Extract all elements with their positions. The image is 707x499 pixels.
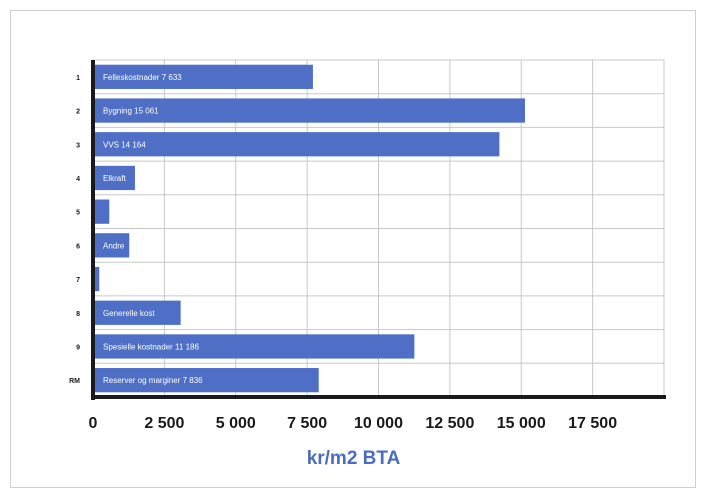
- bar-label-1: Felleskostnader 7 633: [103, 73, 182, 82]
- y-category-2: 2: [76, 109, 80, 116]
- x-tick-labels: 0 2 500 5 000 7 500 10 000 12 500 15 000 17 500: [89, 415, 618, 432]
- bar-RM: [95, 368, 319, 393]
- x-tick-label-3: 7 500: [287, 415, 327, 432]
- bar-label-9: Spesielle kostnader 11 186: [103, 342, 199, 351]
- bar-label-2: Bygning 15 061: [103, 107, 159, 116]
- x-tick-label-1: 2 500: [144, 415, 184, 432]
- bar-label-3: VVS 14 164: [103, 140, 146, 149]
- y-category-RM: RM: [69, 378, 80, 385]
- y-category-labels: 1 2 3 4 5 6 7 8 9 RM: [69, 75, 80, 385]
- bar-8: [95, 300, 181, 325]
- bar-7: [95, 266, 100, 292]
- y-category-1: 1: [76, 75, 80, 82]
- x-tick-label-5: 12 500: [425, 415, 474, 432]
- y-category-3: 3: [76, 142, 80, 149]
- x-tick-label-6: 15 000: [497, 415, 546, 432]
- bar-1: [95, 64, 313, 89]
- y-category-9: 9: [76, 344, 80, 351]
- bar-label-RM: Reserver og marginer 7 836: [103, 376, 203, 385]
- x-axis-title: kr/m2 BTA: [306, 448, 401, 469]
- bar-5: [95, 199, 110, 224]
- bars: [95, 64, 525, 393]
- bar-label-8: Generelle kost: [103, 309, 155, 318]
- y-category-8: 8: [76, 311, 80, 318]
- bar-2: [95, 98, 525, 123]
- y-category-5: 5: [76, 210, 80, 217]
- bar-6: [95, 233, 130, 258]
- bar-9: [95, 334, 415, 359]
- bar-3: [95, 132, 500, 157]
- y-category-4: 4: [76, 176, 80, 183]
- bar-labels: Felleskostnader 7 633 Bygning 15 061 VVS 1…: [103, 73, 203, 385]
- bar-label-4: Elkraft: [103, 174, 126, 183]
- x-tick-label-0: 0: [89, 415, 98, 432]
- bar-4: [95, 165, 135, 191]
- x-tick-label-7: 17 500: [568, 415, 617, 432]
- x-tick-label-4: 10 000: [354, 415, 403, 432]
- y-category-7: 7: [76, 277, 80, 284]
- bar-label-6: Andre: [103, 241, 125, 250]
- x-tick-label-2: 5 000: [216, 415, 256, 432]
- y-category-6: 6: [76, 243, 80, 250]
